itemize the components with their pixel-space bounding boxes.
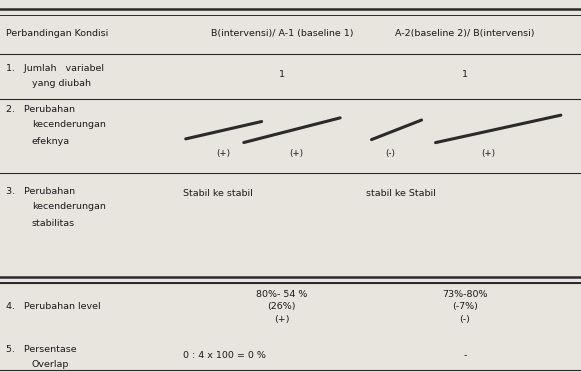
Text: Overlap: Overlap: [32, 360, 69, 369]
Text: kecenderungan: kecenderungan: [32, 202, 106, 211]
Text: (+): (+): [289, 149, 303, 158]
Text: (+): (+): [217, 149, 231, 158]
Text: B(intervensi)/ A-1 (baseline 1): B(intervensi)/ A-1 (baseline 1): [210, 29, 353, 38]
Text: stabil ke Stabil: stabil ke Stabil: [366, 189, 436, 198]
Text: 5.   Persentase: 5. Persentase: [6, 345, 77, 354]
Text: -: -: [463, 351, 467, 360]
Text: 80%- 54 %
(26%)
(+): 80%- 54 % (26%) (+): [256, 290, 307, 324]
Text: Stabil ke stabil: Stabil ke stabil: [183, 189, 253, 198]
Text: 1: 1: [279, 70, 285, 79]
Text: efeknya: efeknya: [32, 137, 70, 146]
Text: yang diubah: yang diubah: [32, 79, 91, 88]
Text: Perbandingan Kondisi: Perbandingan Kondisi: [6, 29, 108, 38]
Text: 2.   Perubahan: 2. Perubahan: [6, 105, 75, 114]
Text: 73%-80%
(-7%)
(-): 73%-80% (-7%) (-): [442, 290, 487, 324]
Text: 4.   Perubahan level: 4. Perubahan level: [6, 302, 101, 311]
Text: 1: 1: [462, 70, 468, 79]
Text: kecenderungan: kecenderungan: [32, 120, 106, 129]
Text: (+): (+): [481, 149, 495, 158]
Text: 0 : 4 x 100 = 0 %: 0 : 4 x 100 = 0 %: [183, 351, 266, 360]
Text: 1.   Jumlah   variabel: 1. Jumlah variabel: [6, 64, 104, 73]
Text: stabilitas: stabilitas: [32, 219, 75, 228]
Text: A-2(baseline 2)/ B(intervensi): A-2(baseline 2)/ B(intervensi): [395, 29, 535, 38]
Text: (-): (-): [385, 149, 396, 158]
Text: 3.   Perubahan: 3. Perubahan: [6, 187, 75, 196]
